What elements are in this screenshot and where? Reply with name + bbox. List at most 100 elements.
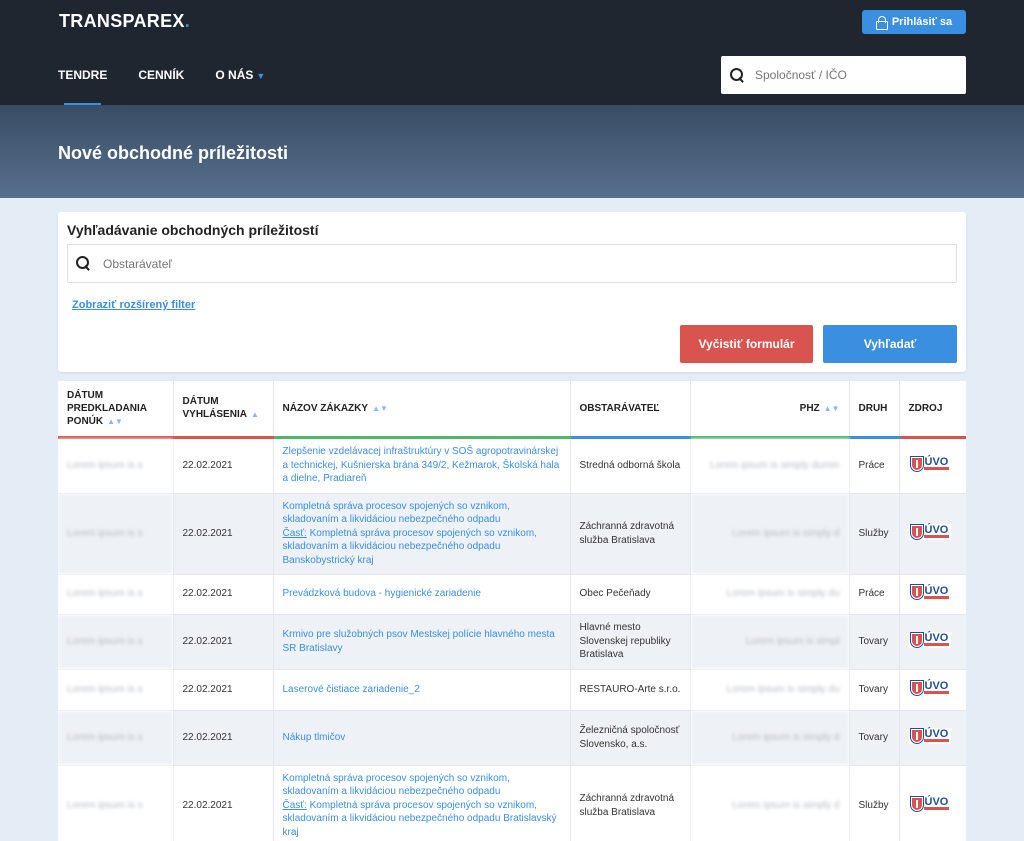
- tender-name-link[interactable]: Nákup tlmičov: [282, 731, 346, 743]
- table-row[interactable]: Lorem ipsum is s 22.02.2021 Zlepšenie vzde…: [58, 437, 966, 494]
- col-header-deadline[interactable]: DÁTUM PREDKLADANIA PONÚK ▲▼: [58, 381, 174, 439]
- part-label: Časť:: [282, 527, 307, 539]
- page-title: Nové obchodné príležitosti: [58, 143, 289, 163]
- table-row[interactable]: Lorem ipsum is s 22.02.2021 Nákup tlmičov Ž…: [58, 710, 966, 766]
- source-cell: ÚVO: [899, 765, 966, 841]
- company-search-input[interactable]: [755, 68, 955, 82]
- uvo-logo[interactable]: ÚVO: [908, 584, 952, 601]
- table-row[interactable]: Lorem ipsum is s 22.02.2021 Kompletná sprá…: [58, 493, 966, 575]
- col-header-date[interactable]: DÁTUM VYHLÁSENIA ▲: [173, 381, 274, 439]
- hero-banner: Nové obchodné príležitosti: [0, 105, 1024, 198]
- col-header-buyer: OBSTARÁVATEĽ: [570, 381, 691, 439]
- uvo-logo[interactable]: ÚVO: [908, 727, 952, 744]
- deadline-cell: Lorem ipsum is s: [58, 574, 174, 615]
- name-cell: Kompletná správa procesov spojených so v…: [273, 765, 571, 841]
- nav-item-cennik[interactable]: CENNÍK: [138, 68, 185, 82]
- date-cell: 22.02.2021: [173, 614, 274, 670]
- top-header: TRANSPAREX. Prihlásiť sa TENDRE CENNÍK O…: [0, 0, 1024, 105]
- source-cell: ÚVO: [899, 493, 966, 575]
- type-cell: Tovary: [849, 710, 900, 766]
- phz-cell: Lorem ipsum is simply dumm: [690, 437, 850, 494]
- table-row[interactable]: Lorem ipsum is s 22.02.2021 Laserové čisti…: [58, 669, 966, 711]
- search-panel: Vyhľadávanie obchodných príležitostí Zob…: [58, 212, 966, 372]
- tender-name-link[interactable]: Krmivo pre služobných psov Mestskej polí…: [282, 629, 555, 654]
- search-button[interactable]: Vyhľadať: [823, 325, 957, 363]
- type-cell: Služby: [849, 765, 900, 841]
- login-label: Prihlásiť sa: [891, 16, 953, 28]
- buyer-cell: Záchranná zdravotná služba Bratislava: [570, 493, 691, 575]
- login-button[interactable]: Prihlásiť sa: [862, 10, 966, 34]
- source-cell: ÚVO: [899, 710, 966, 766]
- deadline-cell: Lorem ipsum is s: [58, 765, 174, 841]
- deadline-cell: Lorem ipsum is s: [58, 614, 174, 670]
- logo[interactable]: TRANSPAREX.: [59, 11, 190, 31]
- tender-name-link[interactable]: Kompletná správa procesov spojených so v…: [282, 772, 510, 798]
- lock-icon: [875, 16, 888, 30]
- col-header-type: DRUH: [849, 381, 900, 439]
- date-cell: 22.02.2021: [173, 765, 274, 841]
- col-header-phz[interactable]: PHZ ▲▼: [690, 381, 850, 439]
- source-cell: ÚVO: [899, 669, 966, 711]
- table-row[interactable]: Lorem ipsum is s 22.02.2021 Krmivo pre slu…: [58, 614, 966, 670]
- deadline-cell: Lorem ipsum is s: [58, 710, 174, 766]
- table-row[interactable]: Lorem ipsum is s 22.02.2021 Prevádzková bu…: [58, 574, 966, 615]
- phz-cell: Lorem ipsum is simply d: [690, 710, 850, 766]
- date-cell: 22.02.2021: [173, 710, 274, 766]
- buyer-cell: Obec Pečeňady: [570, 574, 691, 615]
- phz-cell: Lorem ipsum is simply d: [690, 493, 850, 575]
- deadline-cell: Lorem ipsum is s: [58, 669, 174, 711]
- uvo-label: ÚVO: [923, 796, 950, 811]
- table-row[interactable]: Lorem ipsum is s 22.02.2021 Kompletná sprá…: [58, 765, 966, 841]
- date-cell: 22.02.2021: [173, 669, 274, 711]
- chevron-down-icon: ▼: [256, 71, 266, 81]
- search-panel-title: Vyhľadávanie obchodných príležitostí: [67, 222, 319, 238]
- uvo-logo[interactable]: ÚVO: [908, 679, 952, 696]
- col-header-source: ZDROJ: [899, 381, 966, 439]
- nav-item-o-nas[interactable]: O NÁS ▼: [215, 68, 266, 82]
- name-cell: Prevádzková budova - hygienické zariaden…: [273, 574, 571, 615]
- date-cell: 22.02.2021: [173, 493, 274, 575]
- tender-name-link[interactable]: Kompletná správa procesov spojených so v…: [282, 500, 510, 526]
- tender-name-link[interactable]: Laserové čistiace zariadenie_2: [282, 683, 420, 695]
- uvo-label: ÚVO: [923, 728, 950, 743]
- type-cell: Tovary: [849, 669, 900, 711]
- name-cell: Laserové čistiace zariadenie_2: [273, 669, 571, 711]
- buyer-cell: Železničná spoločnosť Slovensko, a.s.: [570, 710, 691, 766]
- type-cell: Práce: [849, 437, 900, 494]
- tender-part-link[interactable]: Kompletná správa procesov spojených so v…: [282, 527, 537, 566]
- main-nav: TENDRE CENNÍK O NÁS ▼: [58, 68, 296, 105]
- name-cell: Zlepšenie vzdelávacej infraštruktúry v S…: [273, 437, 571, 494]
- sort-icon: ▲▼: [107, 416, 123, 426]
- coat-of-arms-icon: [910, 680, 923, 695]
- sort-icon: ▲▼: [372, 403, 388, 413]
- coat-of-arms-icon: [910, 728, 923, 743]
- coat-of-arms-icon: [910, 585, 923, 600]
- sort-icon: ▲▼: [823, 403, 840, 413]
- part-label: Časť:: [282, 799, 307, 811]
- buyer-cell: RESTAURO-Arte s.r.o.: [570, 669, 691, 711]
- deadline-cell: Lorem ipsum is s: [58, 493, 174, 575]
- uvo-logo[interactable]: ÚVO: [908, 523, 952, 540]
- name-cell: Nákup tlmičov: [273, 710, 571, 766]
- phz-cell: Lorem ipsum is simply du: [690, 574, 850, 615]
- tender-part-link[interactable]: Kompletná správa procesov spojených so v…: [282, 799, 557, 838]
- source-cell: ÚVO: [899, 437, 966, 494]
- clear-form-button[interactable]: Vyčistiť formulár: [680, 325, 813, 363]
- buyer-search-input[interactable]: [103, 256, 903, 271]
- tender-name-link[interactable]: Zlepšenie vzdelávacej infraštruktúry v S…: [282, 446, 560, 485]
- date-cell: 22.02.2021: [173, 437, 274, 494]
- type-cell: Práce: [849, 574, 900, 615]
- uvo-logo[interactable]: ÚVO: [908, 795, 952, 812]
- phz-cell: Lorem ipsum is simpl: [690, 614, 850, 670]
- nav-item-tendre[interactable]: TENDRE: [58, 68, 107, 105]
- advanced-filter-link[interactable]: Zobraziť rozšírený filter: [72, 299, 196, 311]
- col-header-name[interactable]: NÁZOV ZÁKAZKY ▲▼: [273, 381, 571, 439]
- sort-up-icon: ▲: [250, 410, 259, 420]
- phz-cell: Lorem ipsum is simply du: [690, 669, 850, 711]
- tender-name-link[interactable]: Prevádzková budova - hygienické zariaden…: [282, 588, 481, 600]
- buyer-cell: Stredná odborná škola: [570, 437, 691, 494]
- uvo-logo[interactable]: ÚVO: [908, 455, 952, 472]
- uvo-logo[interactable]: ÚVO: [908, 631, 952, 648]
- phz-cell: Lorem ipsum is simply d: [690, 765, 850, 841]
- uvo-label: ÚVO: [923, 680, 950, 695]
